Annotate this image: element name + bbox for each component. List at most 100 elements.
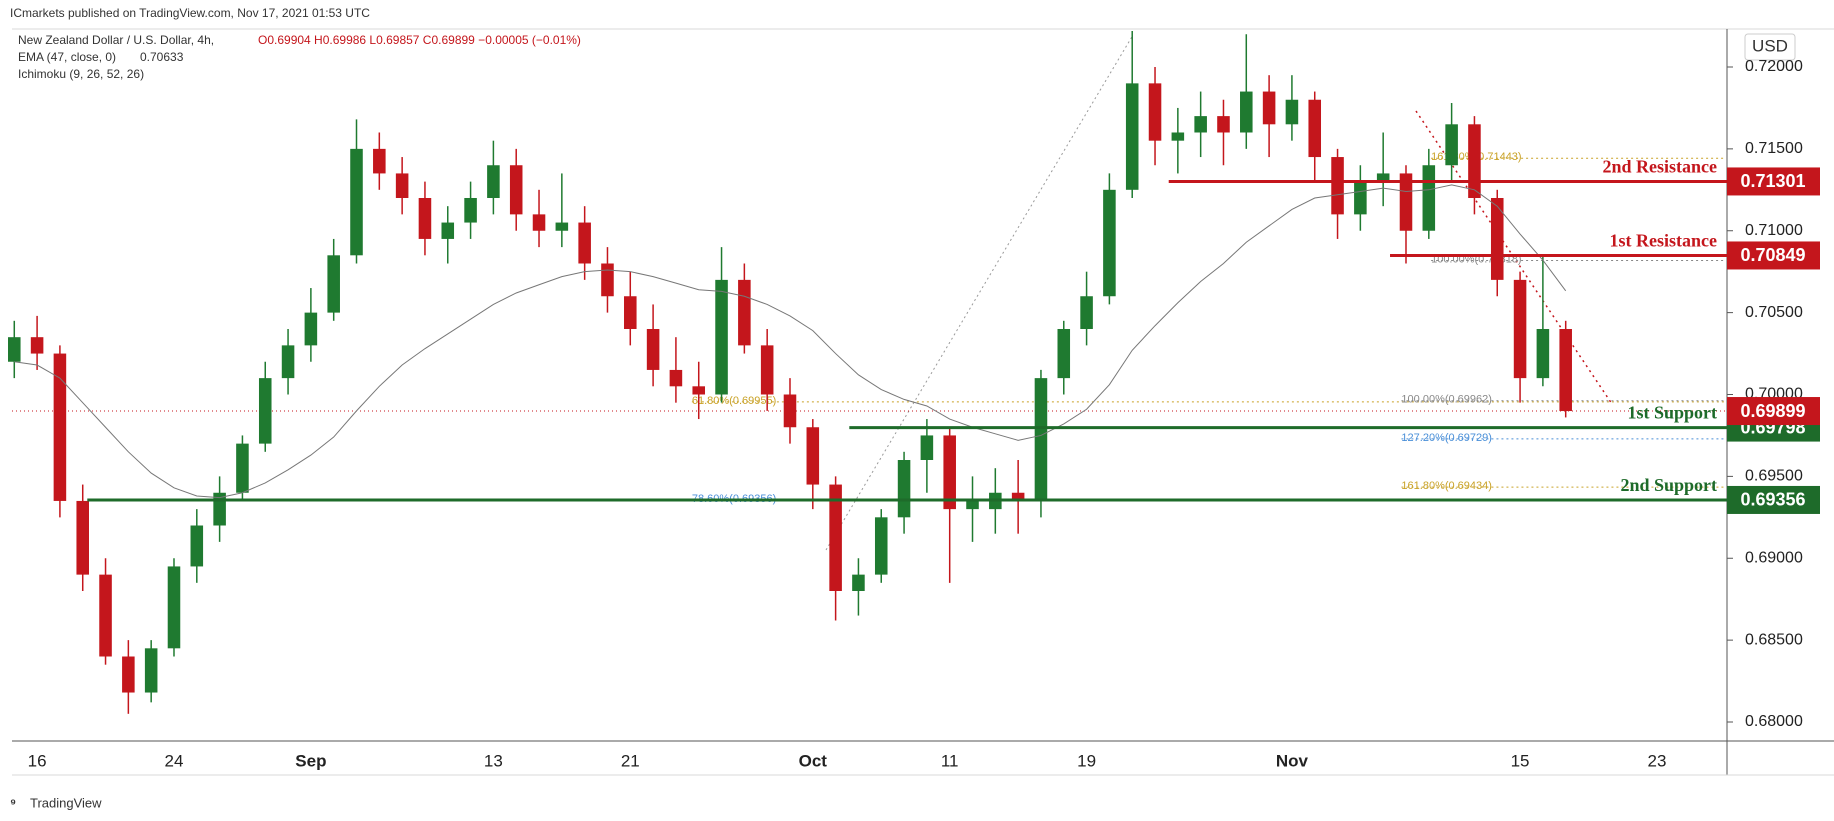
price-tag-label: 0.70849	[1740, 245, 1805, 265]
candle-body	[122, 656, 135, 693]
candle-body	[418, 197, 432, 239]
candle-body	[966, 500, 979, 510]
price-tag	[1727, 167, 1820, 196]
fib-label: 127.20%(0.69729)	[1401, 432, 1492, 444]
x-tick-label: Nov	[1276, 751, 1309, 770]
candle-body	[373, 148, 386, 174]
candle-body	[1376, 173, 1390, 182]
candle-body	[1513, 279, 1527, 379]
candle-body	[464, 197, 477, 223]
y-tick-label: 0.71000	[1745, 222, 1803, 239]
candle-body	[783, 394, 797, 428]
candle-body	[258, 378, 272, 444]
candle-body	[236, 443, 249, 493]
candle-body	[624, 296, 637, 329]
fib-label: 100.00%(0.69962)	[1401, 394, 1492, 406]
y-tick-label: 0.68000	[1745, 713, 1803, 730]
candle-body	[1034, 378, 1048, 501]
candle-body	[920, 435, 934, 460]
y-tick-label: 0.71500	[1745, 140, 1803, 157]
candle-body	[1559, 328, 1572, 412]
candle-body	[1468, 124, 1481, 198]
candle-body	[1080, 296, 1093, 329]
y-tick-label: 0.72000	[1745, 58, 1803, 75]
price-tag-label: 0.71301	[1740, 171, 1805, 191]
x-tick-label: Sep	[295, 751, 326, 770]
x-tick-label: 11	[941, 751, 959, 770]
candle-body	[1217, 116, 1230, 133]
level-name: 2nd Support	[1620, 475, 1717, 495]
candle-body	[1331, 157, 1344, 215]
candle-body	[53, 353, 67, 501]
candle-body	[281, 345, 295, 379]
candle-body	[1262, 91, 1276, 125]
candle-body	[30, 337, 44, 354]
y-tick-label: 0.68500	[1745, 631, 1803, 648]
fib-label: 161.80%(0.69434)	[1401, 480, 1492, 492]
price-tag	[1727, 241, 1820, 270]
candle-body	[144, 648, 158, 693]
candle-body	[532, 214, 546, 231]
currency: USD	[1752, 36, 1788, 55]
candle-body	[1308, 99, 1322, 158]
ema-line	[14, 184, 1567, 499]
candle-body	[943, 435, 956, 510]
candle-body	[646, 328, 660, 370]
logo: ⁹	[10, 795, 16, 810]
candle-body	[1399, 173, 1413, 231]
candle-body	[692, 386, 706, 395]
candle-body	[1011, 492, 1025, 501]
candle-body	[669, 369, 683, 387]
x-tick-label: 13	[484, 751, 503, 770]
x-tick-label: Oct	[799, 751, 828, 770]
candle-body	[190, 525, 204, 567]
ema-value: 0.70633	[140, 50, 184, 64]
y-tick-label: 0.69500	[1745, 468, 1803, 485]
price-tag-label: 0.69899	[1740, 401, 1805, 421]
candle-body	[1194, 116, 1207, 133]
y-tick-label: 0.69000	[1745, 549, 1803, 566]
candle-body	[555, 222, 569, 231]
publisher: ICmarkets published on TradingView.com, …	[10, 6, 370, 20]
candle-body	[99, 574, 112, 657]
price-tag	[1727, 397, 1820, 426]
level-name: 2nd Resistance	[1602, 157, 1717, 177]
price-tag	[1727, 485, 1820, 514]
x-tick-label: 21	[621, 751, 640, 770]
candle-body	[1445, 124, 1458, 166]
candle-body	[487, 165, 500, 198]
candle-body	[76, 500, 90, 575]
symbol: New Zealand Dollar / U.S. Dollar, 4h,	[18, 33, 214, 47]
candle-body	[327, 255, 340, 313]
candle-body	[8, 337, 21, 362]
candle-body	[509, 165, 523, 215]
candle-body	[1103, 189, 1116, 297]
candle-body	[441, 222, 455, 239]
x-tick-label: 24	[165, 751, 184, 770]
candle-body	[1490, 197, 1504, 280]
candle-body	[1057, 328, 1071, 379]
candle-body	[304, 312, 318, 346]
x-tick-label: 23	[1647, 751, 1666, 770]
price-tag-label: 0.69356	[1740, 490, 1805, 510]
candle-body	[715, 279, 728, 395]
footer: TradingView	[30, 795, 102, 810]
candle-body	[1354, 181, 1367, 215]
candle-body	[1125, 83, 1139, 190]
candle-body	[167, 566, 181, 649]
ohlc: O0.69904 H0.69986 L0.69857 C0.69899 −0.0…	[258, 33, 581, 47]
y-tick-label: 0.70500	[1745, 304, 1803, 321]
candle-body	[1171, 132, 1185, 141]
x-tick-label: 16	[28, 751, 47, 770]
candle-body	[760, 345, 774, 395]
x-tick-label: 19	[1077, 751, 1096, 770]
currency-box	[1744, 33, 1796, 61]
candle-body	[601, 263, 614, 297]
candle-body	[350, 148, 363, 256]
candle-body	[852, 574, 865, 592]
level-name: 1st Support	[1627, 403, 1717, 423]
x-tick-label: 15	[1511, 751, 1530, 770]
candle-body	[1285, 99, 1299, 125]
